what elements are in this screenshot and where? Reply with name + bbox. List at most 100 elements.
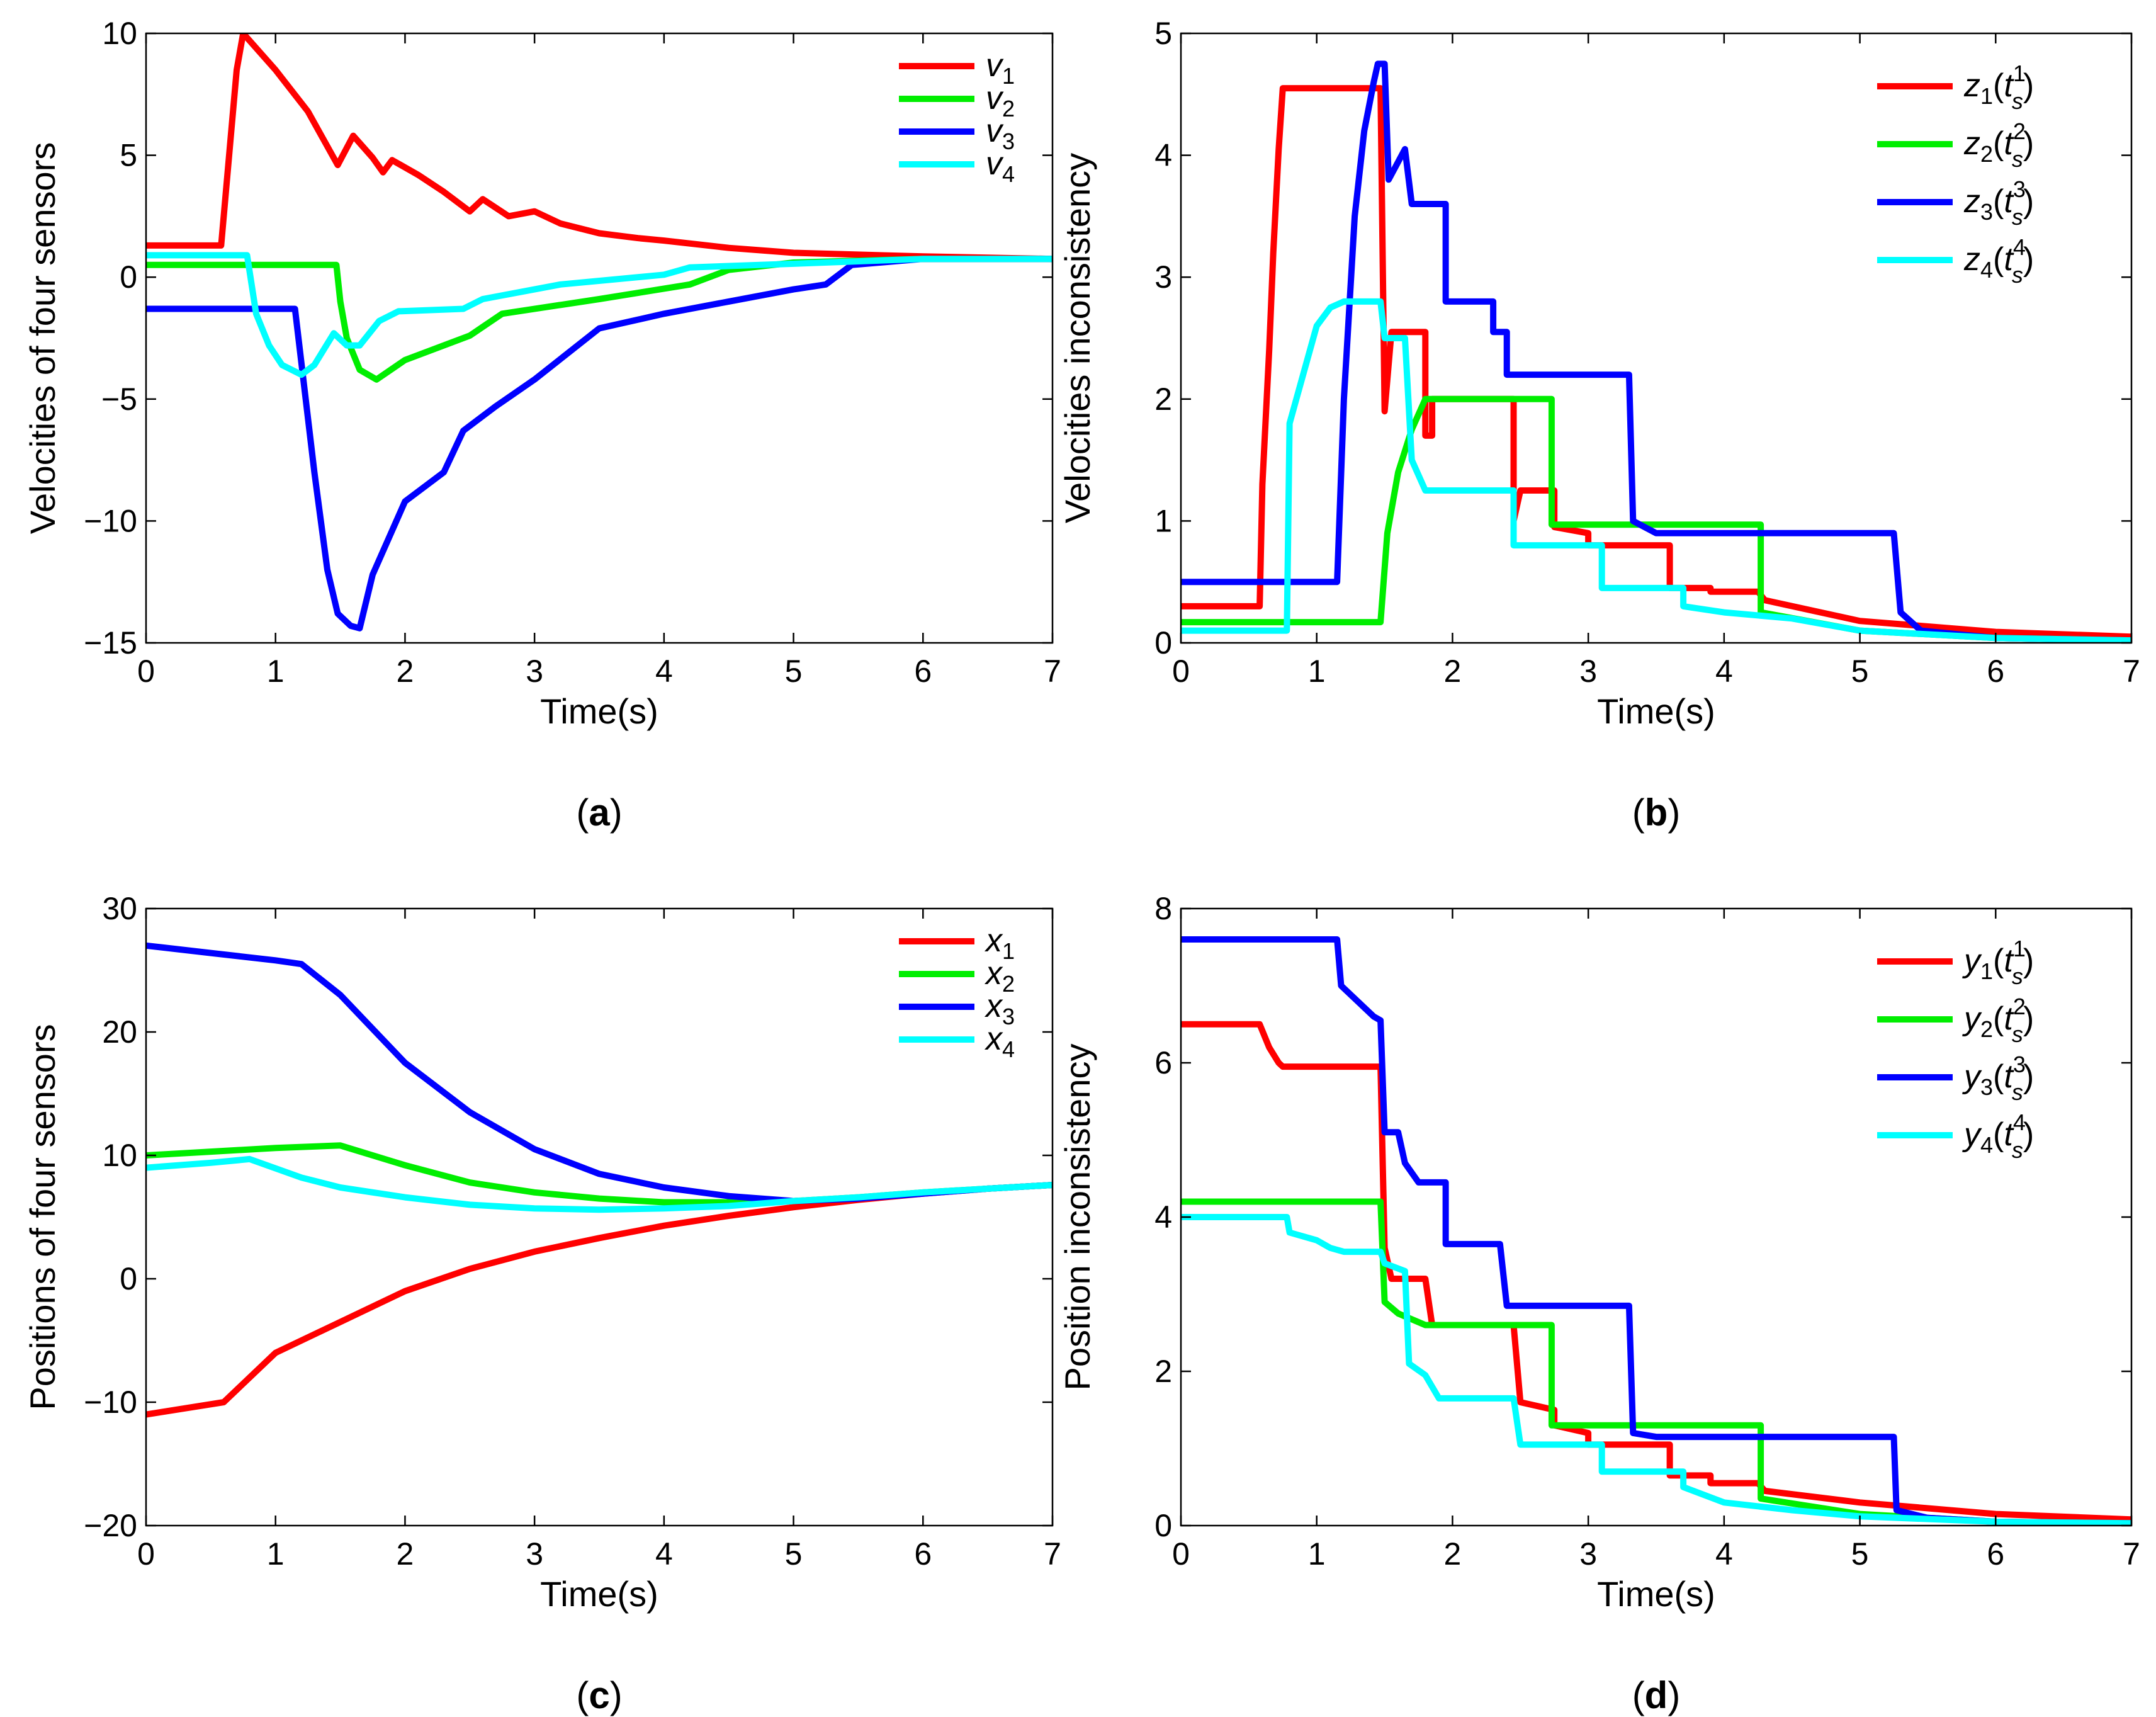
y-axis-title: Positions of four sensors [23,1024,62,1410]
y-tick-label: −10 [84,1385,137,1420]
legend-label: y1(t1 s) [1962,936,2034,989]
legend-label: y2(t2 s) [1962,994,2034,1047]
legend-label: y3(t3 s) [1962,1051,2034,1105]
x-tick-label: 4 [1715,1536,1733,1572]
chart-panel-c: 0 1 2 3 4 5 6 7 −20 −10 0 10 20 30 Time(s) Positions of… [23,891,1061,1716]
x-tick-label: 1 [1308,654,1326,689]
x-tick-label: 3 [1579,1536,1597,1572]
x-tick-label: 7 [1044,1536,1061,1572]
x-tick-label: 6 [1987,654,2004,689]
legend-label: z2(t2 s) [1963,118,2034,172]
x-tick-label: 3 [526,654,543,689]
series-line-b-4 [1181,298,2131,643]
y-tick-label: −20 [84,1508,137,1543]
x-tick-label: 5 [785,1536,803,1572]
x-tick-label: 7 [2123,1536,2140,1572]
y-tick-label: 2 [1154,382,1172,417]
series-group [1181,936,2131,1526]
plot-area [146,33,1053,643]
plot-area [1181,909,2131,1526]
legend-label: z4(t4 s) [1963,234,2034,288]
y-tick-label: 10 [102,1138,137,1173]
x-tick-label: 4 [1715,654,1733,689]
x-tick-label: 0 [1172,1536,1190,1572]
x-tick-label: 2 [1444,1536,1462,1572]
legend-label: z1(t1 s) [1963,60,2034,114]
legend-label: v1 [986,47,1015,89]
y-tick-label: 3 [1154,259,1172,295]
series-group [146,942,1053,1418]
x-tick-label: 5 [1851,1536,1869,1572]
series-line-d-4 [1181,1214,2131,1526]
y-tick-label: 0 [120,1261,137,1296]
panel-caption: (b) [1632,791,1681,834]
y-axis-title: Velocities inconsistency [1058,153,1097,523]
x-tick-label: 6 [914,1536,932,1572]
y-tick-label: 2 [1154,1354,1172,1389]
x-tick-label: 2 [397,1536,414,1572]
chart-panel-b: 0 1 2 3 4 5 6 7 0 1 2 3 4 5 Time(s) Velocities inconsis… [1058,16,2140,834]
x-tick-label: 2 [397,654,414,689]
x-tick-label: 1 [1308,1536,1326,1572]
series-group [1181,60,2131,643]
x-axis-title: Time(s) [540,691,658,731]
legend-label: z3(t3 s) [1963,176,2034,230]
legend-label: v4 [986,145,1015,187]
y-tick-label: 20 [102,1014,137,1050]
panel-caption: (c) [576,1674,622,1716]
chart-panel-a: 0 1 2 3 4 5 6 7 −15 −10 −5 0 5 10 Time(s) Velocities of… [23,16,1061,834]
x-tick-label: 7 [1044,654,1061,689]
x-tick-label: 5 [1851,654,1869,689]
x-tick-label: 2 [1444,654,1462,689]
x-tick-label: 4 [655,1536,673,1572]
y-tick-label: 0 [1154,625,1172,660]
x-tick-label: 5 [785,654,803,689]
series-line-a-4 [146,252,1053,378]
x-axis-title: Time(s) [1597,1574,1715,1614]
legend-label: x2 [984,955,1015,997]
legend-label: x3 [984,988,1015,1029]
x-tick-label: 1 [267,654,285,689]
axes-frame [1180,32,2133,644]
y-tick-label: 8 [1154,891,1172,926]
legend-label: v2 [986,80,1015,122]
series-line-a-3 [146,256,1053,632]
panel-caption: (a) [576,791,622,834]
x-tick-label: 4 [655,654,673,689]
x-tick-label: 0 [137,654,155,689]
legend: z1(t1 s)z2(t2 s)z3(t3 s)z4(t4 s) [1877,60,2034,288]
y-tick-label: −5 [101,382,137,417]
x-tick-label: 1 [267,1536,285,1572]
y-tick-label: −15 [84,625,137,660]
x-tick-label: 0 [1172,654,1190,689]
legend-label: y4(t4 s) [1962,1109,2034,1163]
y-tick-label: −10 [84,503,137,538]
y-tick-label: 1 [1154,503,1172,538]
series-line-c-4 [146,1155,1053,1213]
series-line-a-1 [146,33,1053,263]
y-tick-label: 10 [102,16,137,51]
y-axis-title: Velocities of four sensors [23,142,62,535]
y-tick-label: 0 [1154,1508,1172,1543]
x-tick-label: 0 [137,1536,155,1572]
y-tick-label: 30 [102,891,137,926]
x-tick-label: 3 [1579,654,1597,689]
y-tick-label: 0 [120,259,137,295]
series-line-b-3 [1181,60,2131,643]
axes-frame [145,32,1054,644]
x-tick-label: 7 [2123,654,2140,689]
chart-panel-d: 0 1 2 3 4 5 6 7 0 2 4 6 8 Time(s) Position inconsisten… [1058,891,2140,1716]
y-tick-label: 6 [1154,1045,1172,1080]
y-tick-label: 5 [120,138,137,173]
x-axis-title: Time(s) [540,1574,658,1614]
panel-caption: (d) [1632,1674,1681,1716]
series-line-d-3 [1181,936,2131,1526]
legend-label: x1 [984,922,1015,964]
plot-area [1181,33,2131,643]
x-tick-label: 3 [526,1536,543,1572]
axes-frame [145,907,1054,1527]
plot-area [146,909,1053,1526]
